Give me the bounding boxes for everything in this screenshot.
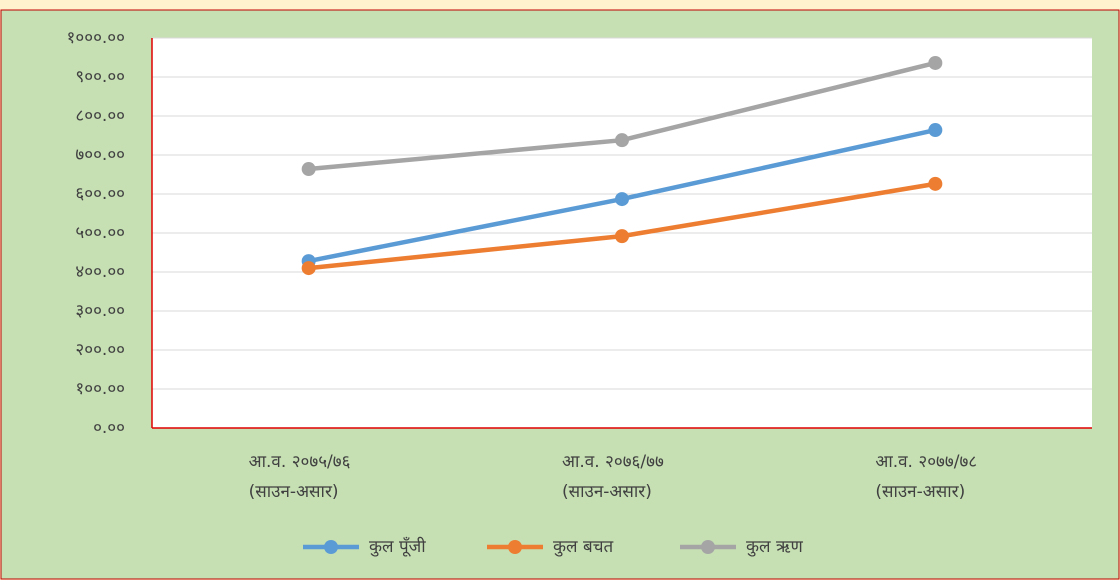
y-tick-label: ३००.०० [75,301,125,321]
data-point [928,176,943,191]
data-point [615,192,629,207]
legend-marker [324,540,338,554]
y-tick-label: ५००.०० [75,223,125,243]
data-point [928,55,943,70]
data-point [615,229,629,244]
y-tick-label: ६००.०० [75,184,125,204]
y-tick-label: ०.०० [93,418,125,438]
legend-marker [508,540,522,554]
legend-label: कुल ऋण [746,537,803,557]
legend-marker [701,540,715,554]
data-point [301,162,316,177]
x-tick-label: (साउन-असार) [562,482,652,502]
y-tick-label: ८००.०० [75,106,125,126]
x-tick-label: आ.व. २०७७/७८ [875,452,977,472]
legend-label: कुल पूँजी [369,536,426,557]
x-tick-label: (साउन-असार) [875,482,965,502]
data-point [301,261,316,276]
y-tick-label: ९००.०० [75,67,125,87]
x-tick-label: आ.व. २०७६/७७ [562,452,664,472]
x-tick-label: आ.व. २०७५/७६ [249,452,351,472]
data-point [928,123,943,138]
y-tick-label: १००.०० [75,379,125,399]
legend-label: कुल बचत [553,537,613,557]
y-tick-label: ४००.०० [75,262,125,282]
y-tick-label: ७००.०० [75,145,125,165]
x-tick-label: (साउन-असार) [249,482,339,502]
data-point [615,133,629,148]
y-tick-label: २००.०० [75,340,125,360]
y-tick-label: १०००.०० [67,28,125,48]
